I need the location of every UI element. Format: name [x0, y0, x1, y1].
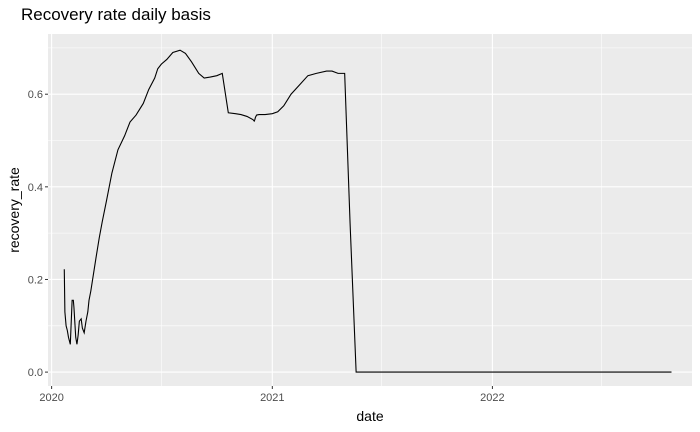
chart-title: Recovery rate daily basis	[21, 5, 211, 24]
y-tick-label: 0.4	[28, 182, 43, 194]
x-tick-label: 2020	[39, 392, 63, 404]
x-axis-ticks: 2020 2021 2022	[39, 386, 505, 404]
x-tick-label: 2021	[260, 392, 284, 404]
y-tick-label: 0.2	[28, 274, 43, 286]
y-tick-label: 0.0	[28, 367, 43, 379]
x-axis-title: date	[356, 408, 383, 424]
y-axis-ticks: 0.0 0.2 0.4 0.6	[28, 89, 48, 379]
y-tick-label: 0.6	[28, 89, 43, 101]
x-tick-label: 2022	[480, 392, 504, 404]
series-line	[63, 49, 672, 373]
minor-gridlines	[48, 34, 692, 386]
major-gridlines	[48, 34, 692, 386]
y-axis-title: recovery_rate	[6, 167, 22, 253]
plot-panel	[48, 34, 692, 386]
